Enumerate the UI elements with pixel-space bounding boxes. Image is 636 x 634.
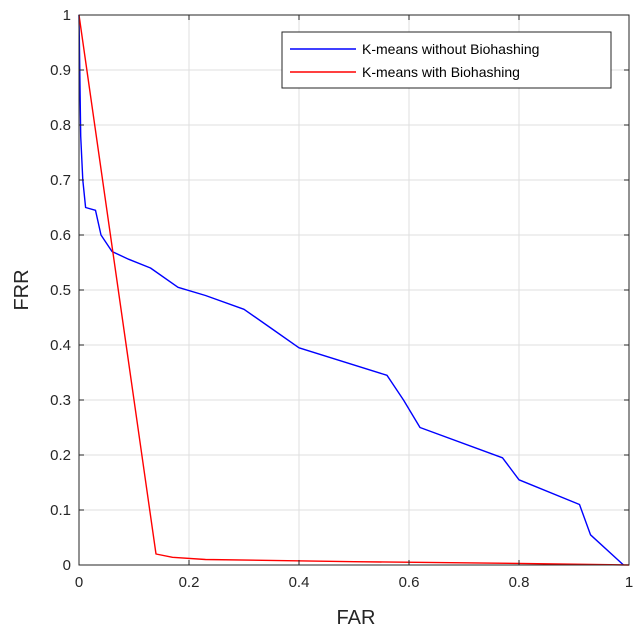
legend-box bbox=[281, 31, 612, 89]
series-line-0 bbox=[78, 14, 624, 566]
y-tick-label: 0.8 bbox=[50, 117, 71, 134]
grid-lines bbox=[78, 14, 630, 566]
y-tick-label: 0.5 bbox=[50, 282, 71, 299]
y-tick-label: 0.9 bbox=[50, 62, 71, 79]
x-tick-label: 0.6 bbox=[399, 574, 420, 591]
y-tick-label: 0.1 bbox=[50, 502, 71, 519]
x-tick-label: 0.2 bbox=[179, 574, 200, 591]
legend: K-means without Biohashing K-means with B… bbox=[281, 31, 612, 89]
y-tick-label: 0.4 bbox=[50, 337, 71, 354]
x-tick-label: 1 bbox=[625, 574, 633, 591]
y-tick-label: 0 bbox=[63, 557, 71, 574]
y-tick-label: 0.2 bbox=[50, 447, 71, 464]
y-axis-label: FRR bbox=[11, 269, 33, 310]
x-tick-label: 0 bbox=[75, 574, 83, 591]
x-tick-label: 0.8 bbox=[509, 574, 530, 591]
y-tick-label: 0.3 bbox=[50, 392, 71, 409]
axis-ticks: 0 0.2 0.4 0.6 0.8 1 0 0.1 0.2 0.3 0.4 0.5 0.6 0.7 0.8 0… bbox=[50, 7, 633, 591]
x-axis-label: FAR bbox=[337, 607, 376, 629]
y-tick-label: 0.6 bbox=[50, 227, 71, 244]
x-tick-label: 0.4 bbox=[289, 574, 310, 591]
y-tick-label: 1 bbox=[63, 7, 71, 24]
y-tick-label: 0.7 bbox=[50, 172, 71, 189]
legend-label: K-means without Biohashing bbox=[362, 41, 539, 57]
legend-label: K-means with Biohashing bbox=[362, 64, 520, 80]
